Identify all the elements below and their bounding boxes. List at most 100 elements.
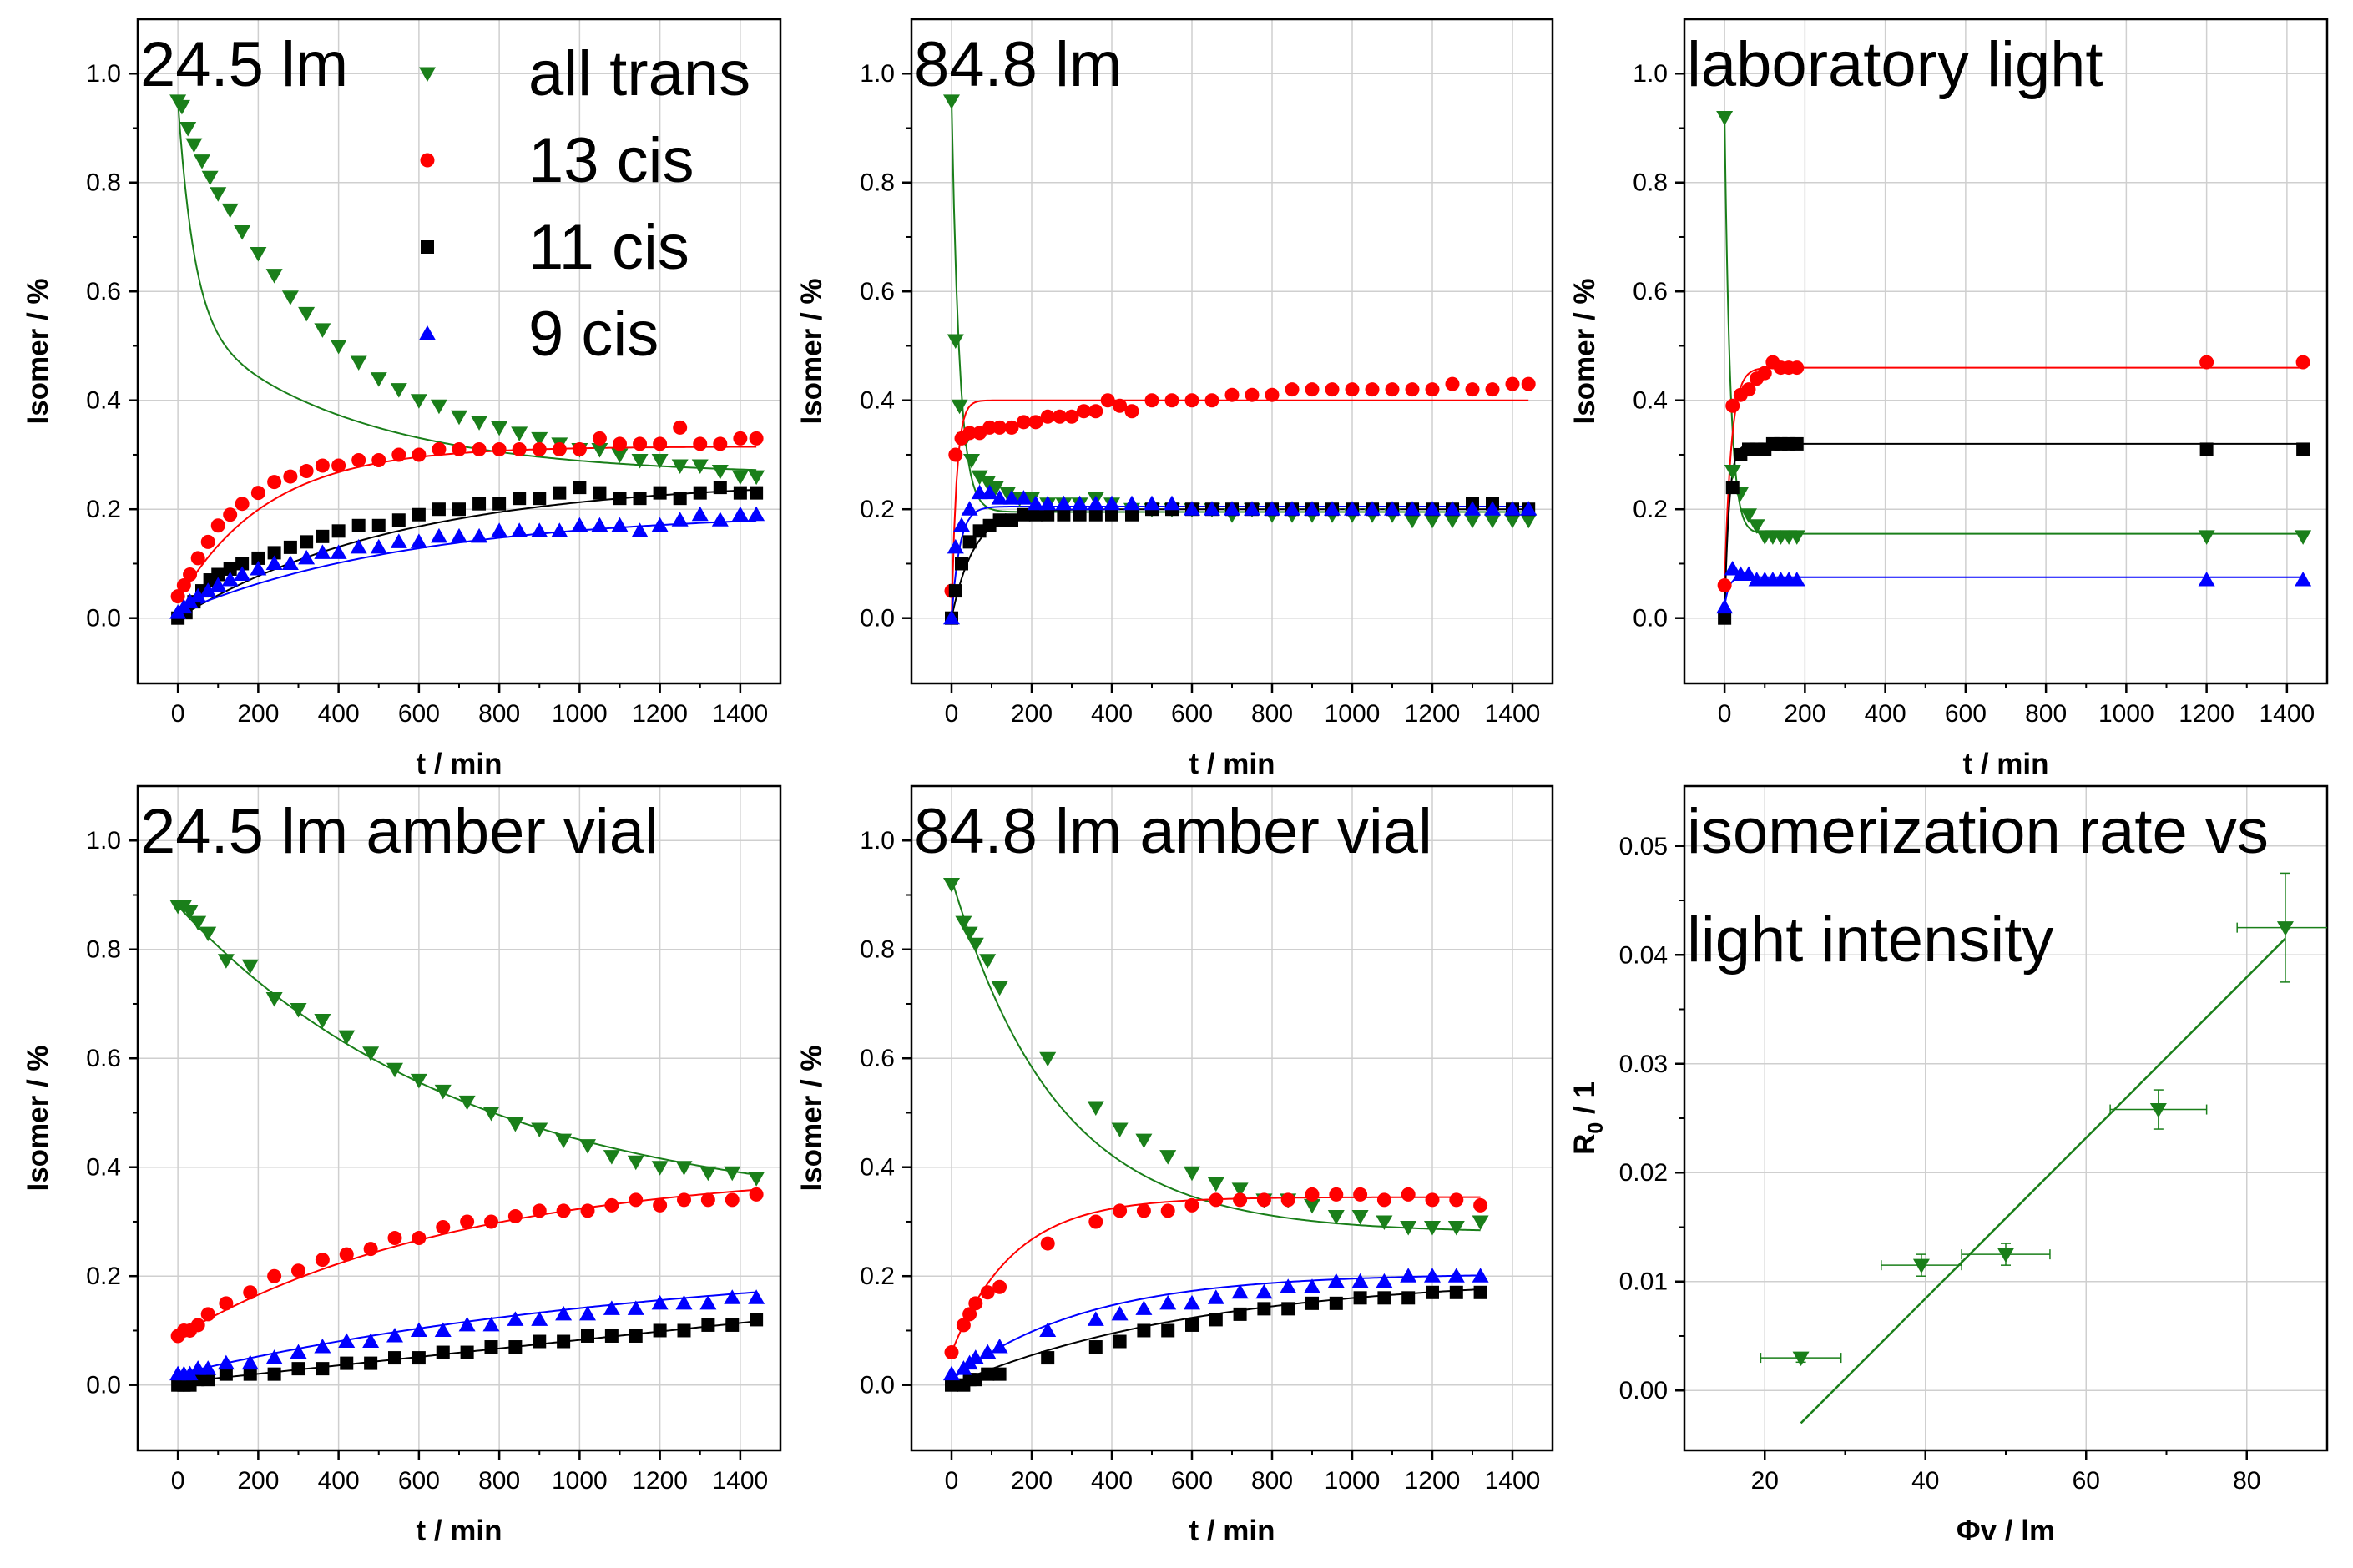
data-point-13-cis (436, 1219, 451, 1234)
data-point-all-trans (731, 470, 749, 486)
data-point-11-cis (613, 492, 627, 506)
data-point-all-trans (181, 905, 199, 920)
data-point-9-cis (410, 533, 427, 548)
data-point-all-trans (221, 203, 239, 219)
data-point-11-cis (750, 486, 764, 500)
data-point-all-trans (947, 334, 964, 349)
data-point-13-cis (1280, 1192, 1295, 1208)
x-tick-label: 1200 (632, 700, 688, 728)
data-point-13-cis (532, 441, 547, 456)
data-point-11-cis (653, 1323, 667, 1338)
data-point-13-cis (484, 1214, 498, 1229)
y-tick-label: 0.0 (1633, 605, 1668, 633)
fit-curve (1724, 442, 2304, 618)
data-point-all-trans (971, 470, 988, 486)
x-tick-label: 1200 (1405, 1467, 1461, 1495)
data-point-9-cis (1039, 495, 1057, 511)
data-point-all-trans (979, 476, 997, 491)
data-point-all-trans (189, 915, 207, 931)
data-point-9-cis (265, 555, 283, 570)
data-point-13-cis (1325, 382, 1340, 397)
data-point-13-cis (1385, 382, 1400, 397)
data-point-9-cis (1144, 495, 1160, 511)
data-point-11-cis (243, 1367, 257, 1381)
data-point-9-cis (507, 1311, 524, 1326)
data-point-13-cis (1088, 404, 1103, 419)
y-tick-label: 1.0 (86, 827, 121, 855)
data-point-9-cis (627, 1300, 644, 1315)
data-point-all-trans (1424, 1220, 1441, 1236)
data-point-13-cis (371, 452, 386, 467)
y-axis-label: R0 / 1 (1568, 1081, 1608, 1155)
data-point-9-cis (1224, 501, 1240, 516)
data-point-all-trans (2149, 1103, 2167, 1118)
data-point-11-cis (388, 1351, 401, 1365)
data-point-all-trans (651, 1161, 669, 1176)
data-point-all-trans (482, 1106, 500, 1122)
data-point-all-trans (1207, 1177, 1224, 1192)
data-point-11-cis (1377, 1291, 1391, 1305)
data-point-9-cis (330, 544, 347, 559)
data-point-all-trans (250, 247, 267, 262)
data-point-9-cis (1424, 501, 1441, 516)
data-point-9-cis (967, 1349, 984, 1364)
data-point-all-trans (507, 1117, 524, 1132)
y-axis-label-subscript: 0 (1584, 1122, 1608, 1134)
chart-panel: 0 200 400 600 800 1000 1200 1400 0.0 0.2 0.4 0.6 0.8… (795, 18, 1554, 780)
data-point-11-cis (201, 1373, 215, 1387)
data-point-9-cis (979, 1344, 997, 1359)
x-tick-label: 0 (945, 1467, 959, 1495)
data-point-13-cis (412, 1231, 427, 1246)
data-point-9-cis (491, 522, 508, 537)
y-tick-label: 1.0 (1633, 60, 1668, 88)
data-point-all-trans (1087, 1101, 1104, 1116)
x-tick-label: 400 (1091, 700, 1133, 728)
data-point-13-cis (1305, 1187, 1320, 1202)
data-point-all-trans (1997, 1248, 2014, 1263)
chart-panel: 0 200 400 600 800 1000 1200 1400 0.0 0.2 0.4 0.6 0.8… (1568, 18, 2329, 780)
y-axis-label-main: R (1568, 1134, 1601, 1155)
data-point-9-cis (1724, 560, 1741, 576)
data-point-13-cis (629, 1192, 644, 1208)
data-point-all-trans (1520, 513, 1538, 529)
data-point-9-cis (1364, 501, 1381, 516)
data-point-11-cis (945, 1378, 958, 1392)
x-tick-label: 1200 (2179, 700, 2234, 728)
data-point-all-trans (2276, 921, 2294, 936)
data-point-11-cis (725, 1318, 740, 1332)
data-point-13-cis (1741, 382, 1756, 397)
data-point-13-cis (331, 458, 346, 473)
data-point-9-cis (551, 522, 568, 537)
data-point-13-cis (219, 1296, 234, 1311)
y-tick-label: 0.4 (1633, 387, 1668, 415)
data-point-11-cis (1113, 1334, 1127, 1349)
data-point-11-cis (316, 529, 330, 543)
data-point-all-trans (234, 224, 251, 240)
data-point-13-cis (962, 426, 977, 441)
data-point-13-cis (2199, 355, 2214, 370)
plot-frame (136, 784, 782, 1452)
data-point-9-cis (1447, 1268, 1465, 1283)
data-point-13-cis (1233, 1192, 1248, 1208)
data-point-13-cis (1365, 382, 1380, 397)
data-point-13-cis (613, 436, 627, 451)
data-point-9-cis (1484, 501, 1501, 516)
fit-curve (177, 1188, 757, 1337)
data-point-all-trans (199, 926, 217, 942)
data-point-all-trans (217, 954, 235, 969)
data-point-all-trans (1424, 513, 1441, 529)
data-point-all-trans (201, 170, 219, 186)
data-point-9-cis (1384, 501, 1401, 516)
data-point-11-cis (992, 1367, 1007, 1381)
panel-title: 84.8 lm (914, 29, 1122, 100)
data-point-13-cis (291, 1263, 305, 1278)
data-point-all-trans (724, 1166, 741, 1182)
data-point-13-cis (200, 534, 215, 549)
data-point-all-trans (1447, 1220, 1465, 1236)
y-tick-label: 0.6 (1633, 278, 1668, 305)
x-tick-label: 400 (318, 1467, 360, 1495)
legend-marker (420, 153, 435, 168)
y-tick-label: 0.8 (860, 169, 895, 197)
data-point-13-cis (1100, 393, 1115, 408)
data-point-11-cis (460, 1345, 474, 1359)
